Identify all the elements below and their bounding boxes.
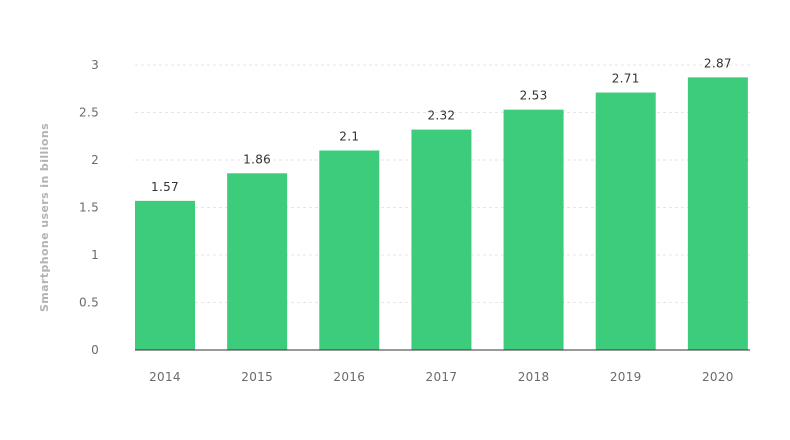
data-label: 2.53 — [520, 89, 548, 103]
data-label: 2.1 — [339, 130, 359, 144]
y-axis-ticks: 0 0.5 1 1.5 2 2.5 3 — [79, 58, 99, 357]
x-tick-label: 2015 — [241, 370, 273, 384]
x-tick-label: 2020 — [702, 370, 734, 384]
y-tick-label: 2.5 — [79, 106, 99, 120]
y-tick-label: 0.5 — [79, 296, 99, 310]
x-tick-label: 2014 — [149, 370, 181, 384]
y-tick-label: 3 — [91, 58, 99, 72]
x-tick-label: 2017 — [426, 370, 458, 384]
y-tick-label: 1 — [91, 248, 99, 262]
bar — [227, 173, 288, 350]
y-tick-label: 2 — [91, 153, 99, 167]
x-axis-ticks: 2014 2015 2016 2017 2018 2019 2020 — [149, 370, 734, 384]
x-tick-label: 2016 — [333, 370, 365, 384]
data-label: 1.57 — [151, 180, 179, 194]
data-label: 2.32 — [427, 109, 455, 123]
x-tick-label: 2019 — [610, 370, 642, 384]
y-axis-title: Smartphone users in billions — [38, 123, 51, 312]
bar — [503, 109, 564, 351]
data-labels: 1.57 1.86 2.1 2.32 2.53 2.71 2.87 — [151, 56, 732, 194]
bar — [319, 150, 380, 350]
bar — [135, 200, 195, 350]
bar — [411, 129, 472, 350]
data-label: 2.71 — [612, 72, 640, 86]
bar — [595, 92, 656, 351]
data-label: 2.87 — [704, 56, 732, 70]
bars — [135, 77, 748, 351]
y-tick-label: 0 — [91, 343, 99, 357]
y-tick-label: 1.5 — [79, 201, 99, 215]
x-tick-label: 2018 — [518, 370, 550, 384]
bar — [687, 77, 748, 350]
data-label: 1.86 — [243, 152, 271, 166]
